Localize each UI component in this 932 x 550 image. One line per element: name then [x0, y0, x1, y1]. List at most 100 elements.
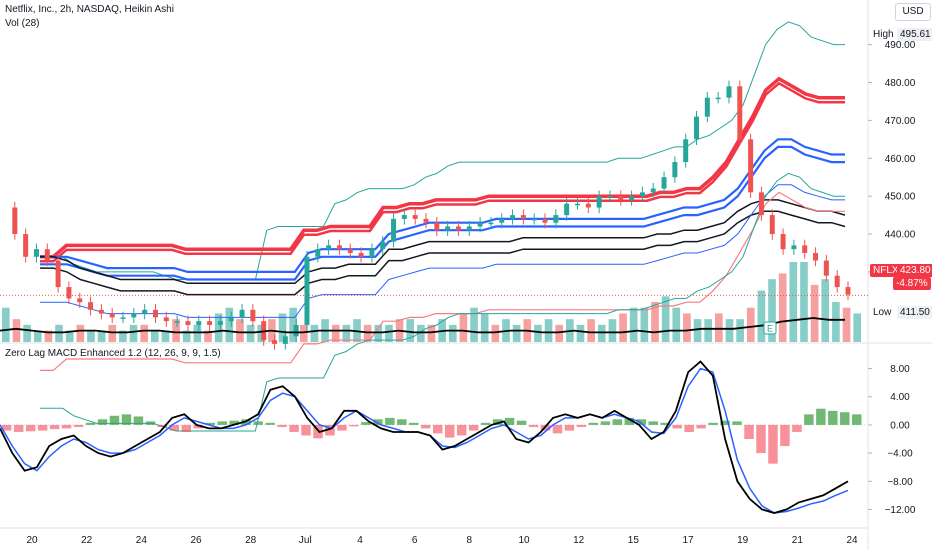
macd-histogram-bar [552, 424, 563, 434]
volume-bar [246, 324, 255, 342]
candle-body [466, 226, 472, 231]
candle-body [845, 287, 851, 295]
volume-bar [427, 324, 436, 342]
macd-histogram-bar [636, 419, 646, 425]
currency-button[interactable]: USD [895, 3, 931, 21]
macd-histogram-bar [456, 424, 467, 436]
candle-body [434, 222, 440, 231]
volume-bar [619, 313, 627, 342]
candle-body [791, 245, 797, 250]
candle-body [391, 218, 397, 242]
time-tick-label: 15 [628, 535, 640, 546]
band-outer-lower [40, 172, 845, 432]
candle-body [282, 336, 288, 344]
price-tick-label: 480.00 [885, 78, 916, 89]
volume-bar [342, 324, 351, 342]
macd-histogram-bar [301, 424, 311, 436]
candle-body [834, 275, 840, 288]
macd-histogram-bar [289, 424, 299, 432]
candle-body [174, 321, 180, 323]
macd-histogram-bar [397, 419, 407, 425]
candle-body [401, 215, 407, 219]
macd-histogram-bar [205, 422, 215, 425]
time-tick-label: 21 [792, 535, 804, 546]
macd-histogram-bar [109, 415, 120, 425]
macd-tick-label: −8.00 [887, 477, 913, 488]
candle-body [55, 260, 61, 288]
time-tick-label: 6 [412, 535, 418, 546]
volume-bar [768, 279, 776, 342]
candle-body [445, 226, 451, 231]
volume-bar [810, 284, 819, 342]
candle-body [715, 97, 721, 100]
low-value: 411.50 [897, 306, 932, 319]
macd-histogram-bar [492, 419, 503, 425]
candle-body [769, 215, 775, 235]
macd-histogram-bar [588, 422, 599, 425]
volume-bar [534, 324, 542, 342]
macd-histogram-bar [744, 424, 754, 439]
macd-histogram-bar [157, 424, 168, 428]
candle-body [347, 249, 353, 253]
candle-body [748, 139, 754, 193]
macd-histogram-bar [361, 422, 371, 425]
volume-bar [789, 262, 798, 342]
signal-line [0, 367, 849, 514]
candle-body [499, 218, 505, 223]
volume-bar [182, 330, 191, 342]
candle-body [758, 192, 764, 216]
candle-body [66, 287, 72, 299]
volume-bar [821, 279, 830, 342]
band-red-upper [40, 76, 845, 259]
candle-body [239, 309, 245, 318]
macd-histogram-bar [193, 424, 204, 429]
high-value: 495.61 [897, 28, 932, 41]
volume-bar [55, 324, 63, 342]
volume-bar [661, 296, 670, 342]
macd-histogram-bar [409, 422, 419, 425]
volume-bar [374, 324, 383, 342]
macd-histogram-bar [732, 421, 742, 425]
macd-legend[interactable]: Zero Lag MACD Enhanced 1.2 (12, 26, 9, 9… [5, 348, 221, 359]
volume-bar [800, 262, 808, 342]
band-black-mid [40, 199, 846, 285]
volume-bar [683, 313, 691, 342]
candle-body [88, 302, 94, 310]
candle-body [477, 222, 483, 227]
band-blue-upper-2 [40, 145, 845, 281]
time-tick-label: 8 [467, 535, 473, 546]
volume-bar [225, 307, 234, 342]
macd-tick-label: 8.00 [890, 364, 910, 375]
volume-bar [629, 307, 638, 342]
macd-histogram-bar [217, 421, 227, 425]
candle-body [185, 321, 191, 325]
candle-body [618, 196, 624, 200]
high-label: High [870, 28, 897, 41]
macd-histogram-bar [804, 414, 814, 425]
volume-bar [842, 307, 851, 342]
volume-bar [2, 307, 10, 342]
candle-body [553, 215, 559, 223]
volume-bar [832, 302, 840, 342]
volume-legend[interactable]: Vol (28) [5, 18, 40, 29]
candle-body [380, 241, 386, 250]
macd-line [0, 360, 849, 514]
volume-bar [736, 319, 744, 342]
candle-body [228, 317, 234, 322]
volume-bar [555, 324, 564, 342]
time-tick-label: 17 [682, 535, 694, 546]
macd-histogram-bar [504, 417, 515, 425]
macd-histogram-bar [181, 424, 192, 432]
candle-body [412, 215, 418, 219]
volume-bar [459, 313, 468, 342]
candle-body [510, 215, 516, 219]
volume-bar [778, 273, 787, 342]
candle-body [109, 313, 115, 318]
symbol-legend[interactable]: Netflix, Inc., 2h, NASDAQ, Heikin Ashi [5, 4, 174, 15]
volume-bar [480, 313, 489, 342]
volume-bar [576, 324, 585, 342]
volume-bar [406, 319, 415, 342]
volume-bar [108, 324, 117, 342]
macd-histogram-bar [121, 414, 132, 425]
